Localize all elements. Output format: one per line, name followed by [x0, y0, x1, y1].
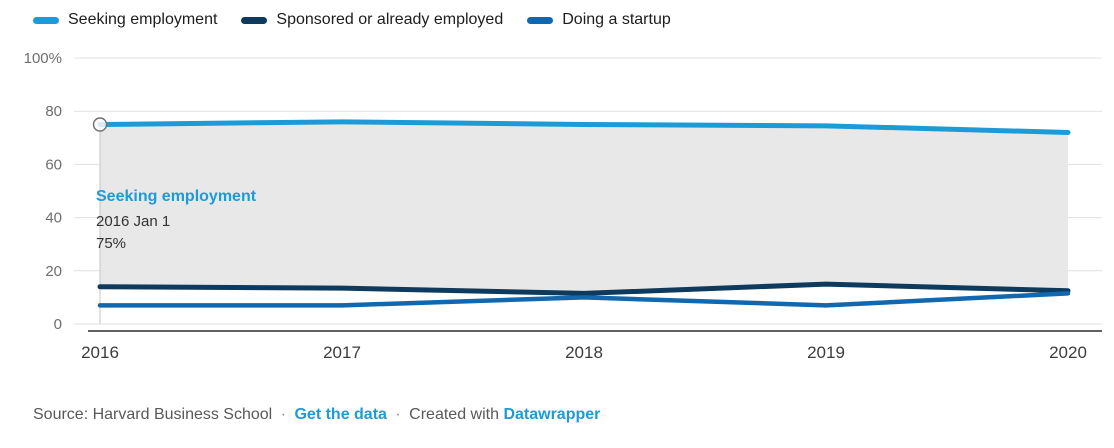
get-the-data-link[interactable]: Get the data [294, 406, 387, 423]
tooltip-date: 2016 Jan 1 [96, 213, 171, 230]
series-line-2 [97, 291, 1071, 308]
legend-swatch-doing-startup [527, 16, 554, 24]
y-axis-label: 0 [54, 316, 62, 333]
separator-dot: · [280, 406, 287, 423]
x-axis-label: 2020 [1049, 343, 1087, 362]
series-line-1 [97, 281, 1071, 296]
separator-dot: · [395, 406, 401, 423]
legend-swatch-seeking-employment [33, 16, 59, 24]
legend-item-seeking-employment: Seeking employment [33, 11, 217, 29]
x-axis-label: 2019 [807, 343, 845, 362]
band-area [100, 121, 1068, 294]
x-axis-label: 2017 [323, 343, 361, 362]
line-chart-plot-area[interactable]: 100% 80 60 40 20 0 2016 2017 2018 2019 2020 [0, 36, 1114, 396]
created-with-text: Created with [409, 406, 499, 423]
legend-swatch-sponsored-employed [241, 16, 268, 24]
footer: Source: Harvard Business School · Get th… [33, 406, 600, 424]
hover-marker [92, 117, 108, 132]
y-axis-label: 20 [45, 263, 62, 280]
y-axis-label: 100% [24, 50, 62, 67]
tooltip: Seeking employment 2016 Jan 1 75% [96, 188, 256, 255]
legend-item-sponsored-employed: Sponsored or already employed [241, 11, 503, 29]
legend-label: Seeking employment [68, 11, 218, 28]
tooltip-series-name: Seeking employment [96, 188, 257, 205]
series-line-0 [97, 119, 1071, 135]
legend-label: Doing a startup [562, 11, 671, 28]
y-axis-label: 80 [45, 103, 62, 120]
legend-item-doing-startup: Doing a startup [527, 11, 671, 29]
legend-label: Sponsored or already employed [276, 11, 504, 28]
x-axis-label: 2016 [81, 343, 119, 362]
y-axis-label: 40 [45, 210, 62, 227]
datawrapper-link[interactable]: Datawrapper [503, 406, 601, 423]
tooltip-value: 75% [96, 235, 127, 252]
y-axis-label: 60 [45, 156, 62, 173]
source-text: Source: Harvard Business School [33, 406, 273, 423]
x-axis-label: 2018 [565, 343, 603, 362]
legend: Seeking employment Sponsored or already … [33, 11, 671, 29]
